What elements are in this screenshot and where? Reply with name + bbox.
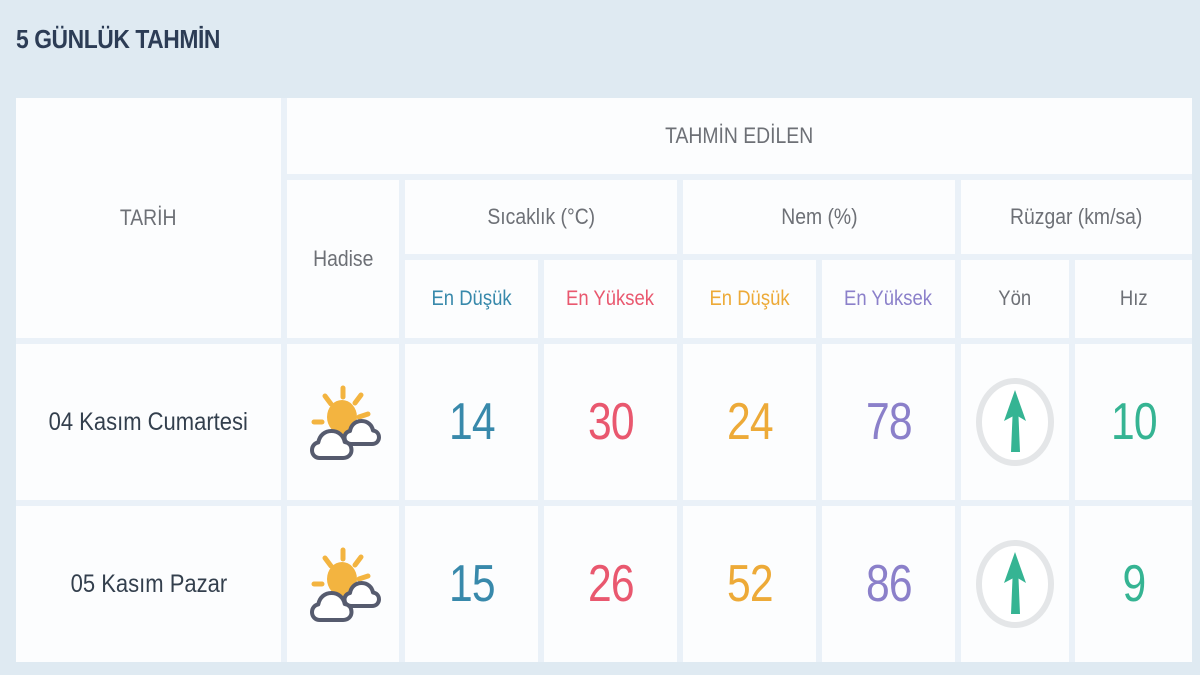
header-temperature-group: Sıcaklık (°C) <box>405 180 677 254</box>
forecast-table: TARİH TAHMİN EDİLEN Hadise Sıcaklık (°C)… <box>16 98 1192 662</box>
row-temp-max-cell: 26 <box>544 506 677 662</box>
row-wind-speed-cell: 9 <box>1075 506 1192 662</box>
page-title: 5 GÜNLÜK TAHMİN <box>16 24 220 54</box>
row-hum-max-cell: 78 <box>822 344 955 500</box>
header-wind-label: Rüzgar (km/sa) <box>1010 204 1143 229</box>
subheader-temp-max-label: En Yüksek <box>566 287 655 310</box>
subheader-wind-speed: Hız <box>1075 260 1192 338</box>
hum-max-value: 86 <box>865 555 913 613</box>
row-temp-max-cell: 30 <box>544 344 677 500</box>
header-humidity-label: Nem (%) <box>780 204 858 229</box>
row-hum-min-cell: 52 <box>683 506 816 662</box>
subheader-temp-max: En Yüksek <box>544 260 677 338</box>
partly-cloudy-icon <box>303 383 383 461</box>
subheader-hum-min-label: En Düşük <box>709 287 790 310</box>
row-hum-min-cell: 24 <box>683 344 816 500</box>
header-predicted-label: TAHMİN EDİLEN <box>665 123 814 148</box>
row-temp-min-cell: 14 <box>405 344 538 500</box>
temp-max-value: 30 <box>587 393 635 451</box>
subheader-hum-max-label: En Yüksek <box>844 287 933 310</box>
row-date-cell: 04 Kasım Cumartesi <box>16 344 281 500</box>
header-humidity-group: Nem (%) <box>683 180 955 254</box>
temp-min-value: 15 <box>448 555 496 613</box>
header-condition: Hadise <box>287 180 399 338</box>
subheader-wind-dir-label: Yön <box>998 287 1032 310</box>
row-condition-cell <box>287 344 399 500</box>
subheader-hum-min: En Düşük <box>683 260 816 338</box>
header-predicted: TAHMİN EDİLEN <box>287 98 1192 174</box>
row-date-label: 04 Kasım Cumartesi <box>48 407 249 436</box>
wind-speed-value: 9 <box>1122 555 1146 613</box>
row-temp-min-cell: 15 <box>405 506 538 662</box>
header-wind-group: Rüzgar (km/sa) <box>961 180 1192 254</box>
subheader-wind-speed-label: Hız <box>1119 287 1148 310</box>
hum-max-value: 78 <box>865 393 913 451</box>
hum-min-value: 52 <box>726 555 774 613</box>
row-hum-max-cell: 86 <box>822 506 955 662</box>
row-date-cell: 05 Kasım Pazar <box>16 506 281 662</box>
wind-direction-north-icon <box>974 539 1056 629</box>
partly-cloudy-icon <box>303 545 383 623</box>
row-wind-dir-cell <box>961 344 1069 500</box>
subheader-hum-max: En Yüksek <box>822 260 955 338</box>
subheader-temp-min-label: En Düşük <box>431 287 512 310</box>
temp-max-value: 26 <box>587 555 635 613</box>
subheader-temp-min: En Düşük <box>405 260 538 338</box>
row-wind-speed-cell: 10 <box>1075 344 1192 500</box>
row-wind-dir-cell <box>961 506 1069 662</box>
subheader-wind-dir: Yön <box>961 260 1069 338</box>
header-temperature-label: Sıcaklık (°C) <box>487 204 595 229</box>
row-date-label: 05 Kasım Pazar <box>70 569 227 598</box>
wind-speed-value: 10 <box>1110 393 1158 451</box>
header-condition-label: Hadise <box>312 246 374 271</box>
hum-min-value: 24 <box>726 393 774 451</box>
temp-min-value: 14 <box>448 393 496 451</box>
header-date-label: TARİH <box>120 205 177 230</box>
row-condition-cell <box>287 506 399 662</box>
wind-direction-north-icon <box>974 377 1056 467</box>
header-date: TARİH <box>16 98 281 338</box>
